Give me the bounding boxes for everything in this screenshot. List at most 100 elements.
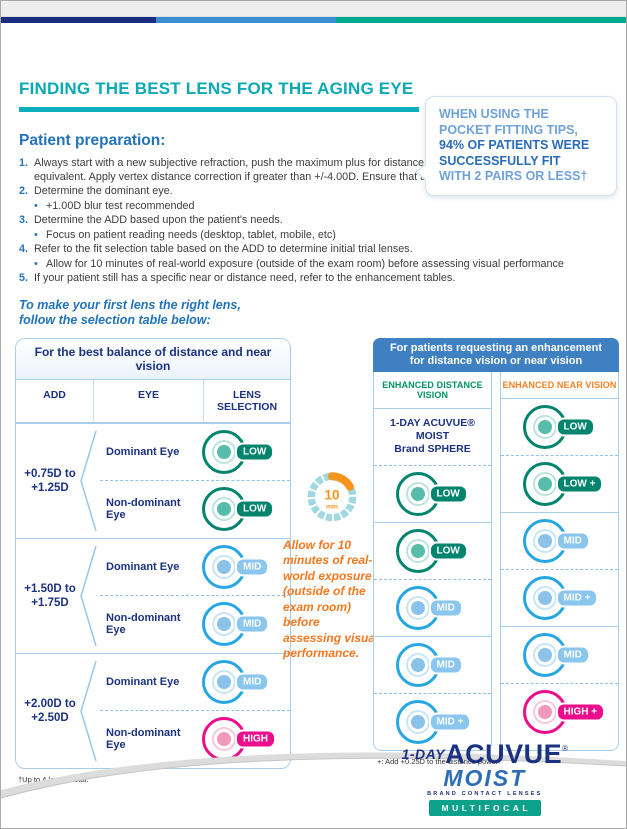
lens-power-badge: HIGH + <box>555 702 606 721</box>
table-row: MID + <box>501 570 618 626</box>
solid-divider <box>501 511 618 513</box>
contact-lens-icon-low: LOW <box>202 487 275 532</box>
step-text: Determine the ADD based upon the patient… <box>34 214 283 226</box>
middle-column: 10 min Allow for 10 minutes of real-worl… <box>283 338 378 662</box>
contact-lens-icon-mid: MID <box>522 518 590 563</box>
eye-label: Non-dominant Eye <box>106 612 181 637</box>
lens-power-badge: MID <box>428 655 463 674</box>
contact-lens-icon-high: HIGH <box>202 717 276 762</box>
dashed-divider <box>374 692 491 694</box>
lens-power-badge: MID <box>235 672 270 692</box>
lens-power-badge: MID <box>235 614 270 634</box>
prep-step-2: 2. Determine the dominant eye. <box>19 185 608 199</box>
step-number: 2. <box>19 185 29 197</box>
add-group-2: +1.50D to +1.75D Dominant Eye MID <box>16 537 290 653</box>
lens-power-badge: LOW <box>555 417 595 436</box>
contact-lens-icon-mid-plus: MID + <box>522 575 599 620</box>
bullet-text: +1.00D blur test recommended <box>46 199 195 212</box>
table-row: MID <box>374 580 491 636</box>
contact-lens-icon-mid: MID <box>202 659 270 704</box>
fit-table-title: For the best balance of distance and nea… <box>16 338 290 380</box>
prep-step-4-bullet: • Allow for 10 minutes of real-world exp… <box>34 258 608 272</box>
add-range: +2.00D to +2.50D <box>24 697 76 724</box>
lens-power-badge: LOW <box>428 484 468 503</box>
col-header-lens-selection: LENS SELECTION <box>216 388 278 413</box>
col-header-eye: EYE <box>94 379 204 422</box>
bullet-dot: • <box>34 228 38 241</box>
dashed-divider <box>501 454 618 456</box>
ten-minute-timer-icon: 10 min <box>307 471 357 521</box>
callout-line: WITH 2 PAIRS OR LESS† <box>439 169 588 183</box>
contact-lens-icon-low-plus: LOW + <box>522 461 604 506</box>
dashed-divider <box>501 568 618 570</box>
table-row: LOW + <box>501 456 618 512</box>
solid-divider <box>374 521 491 523</box>
distance-panel-title: ENHANCED DISTANCE VISION <box>374 372 491 409</box>
lens-power-badge: LOW <box>235 499 275 519</box>
fit-table-footnote: †Up to 4 lenses total. <box>18 774 89 784</box>
chevron-bracket-icon <box>78 424 100 538</box>
eye-label: Non-dominant Eye <box>106 497 181 522</box>
chevron-bracket-icon <box>78 654 100 768</box>
lens-power-badge: MID <box>235 557 270 577</box>
eye-label: Dominant Eye <box>106 675 180 688</box>
contact-lens-icon-low: LOW <box>522 404 595 449</box>
enhancement-table-header: For patients requesting an enhancement f… <box>373 337 619 372</box>
step-number: 3. <box>19 214 29 226</box>
top-margin-strip <box>1 1 626 17</box>
lens-power-badge: MID + <box>428 712 472 731</box>
add-group-1: +0.75D to +1.25D Dominant Eye LOW <box>16 422 290 538</box>
table-row: MID <box>374 637 491 693</box>
table-row: Non-dominant Eye MID <box>100 596 290 653</box>
step-number: 5. <box>19 272 29 284</box>
bullet-dot: • <box>34 257 38 270</box>
prep-step-4: 4. Refer to the fit selection table base… <box>19 243 608 257</box>
table-row: Dominant Eye MID <box>100 654 290 711</box>
fit-table-column-headers: ADD EYE LENS SELECTION <box>16 379 290 423</box>
callout-line: POCKET FITTING TIPS, <box>439 122 578 137</box>
table-row: MID <box>501 513 618 569</box>
eye-label: Dominant Eye <box>106 560 180 573</box>
sphere-product-label: 1-DAY ACUVUE® MOIST Brand SPHERE <box>390 417 475 455</box>
stat-callout-bubble: WHEN USING THE POCKET FITTING TIPS, 94% … <box>415 96 617 196</box>
contact-lens-icon-high-plus: HIGH + <box>522 689 606 734</box>
table-row: HIGH + <box>501 684 618 740</box>
lens-power-badge: HIGH <box>235 729 276 749</box>
fit-selection-column: For the best balance of distance and nea… <box>15 337 291 784</box>
solid-divider <box>501 625 618 627</box>
lens-power-badge: MID + <box>555 588 599 607</box>
page-title: FINDING THE BEST LENS FOR THE AGING EYE <box>19 79 414 98</box>
table-row: MID + <box>374 694 491 750</box>
selection-table-intro: To make your first lens the right lens, … <box>19 297 241 328</box>
solid-divider <box>374 635 491 637</box>
contact-lens-icon-mid-plus: MID + <box>395 699 472 744</box>
table-row: Non-dominant Eye LOW <box>100 481 290 538</box>
dashed-divider <box>100 480 290 481</box>
bullet-text: Focus on patient reading needs (desktop,… <box>46 228 336 241</box>
dashed-divider <box>374 464 491 466</box>
table-row: Dominant Eye LOW <box>100 424 290 481</box>
contact-lens-icon-mid: MID <box>522 632 590 677</box>
step-text: Determine the dominant eye. <box>34 185 173 197</box>
table-row: Dominant Eye MID <box>100 539 290 596</box>
prep-step-2-bullet: • +1.00D blur test recommended <box>34 200 608 214</box>
step-text: Refer to the fit selection table based o… <box>34 243 413 255</box>
logo-multifocal-badge: MULTIFOCAL <box>428 800 542 816</box>
table-row: Non-dominant Eye HIGH <box>100 711 290 768</box>
rule-teal-segment <box>336 17 626 23</box>
tricolor-rule <box>1 17 626 23</box>
table-row: MID <box>501 627 618 683</box>
prep-step-3: 3. Determine the ADD based upon the pati… <box>19 214 608 228</box>
tables-zone: For the best balance of distance and nea… <box>1 337 626 784</box>
title-underline <box>19 107 419 112</box>
dashed-divider <box>374 578 491 580</box>
col-header-add: ADD <box>16 379 94 422</box>
contact-lens-icon-mid: MID <box>395 585 463 630</box>
callout-line-strong: SUCCESSFULLY FIT <box>439 153 561 168</box>
bullet-text: Allow for 10 minutes of real-world expos… <box>46 257 564 270</box>
add-group-3: +2.00D to +2.50D Dominant Eye MID <box>16 652 290 768</box>
exposure-note: Allow for 10 minutes of real-world expos… <box>283 537 379 661</box>
contact-lens-icon-low: LOW <box>395 471 468 516</box>
rule-blue-segment <box>156 17 336 23</box>
